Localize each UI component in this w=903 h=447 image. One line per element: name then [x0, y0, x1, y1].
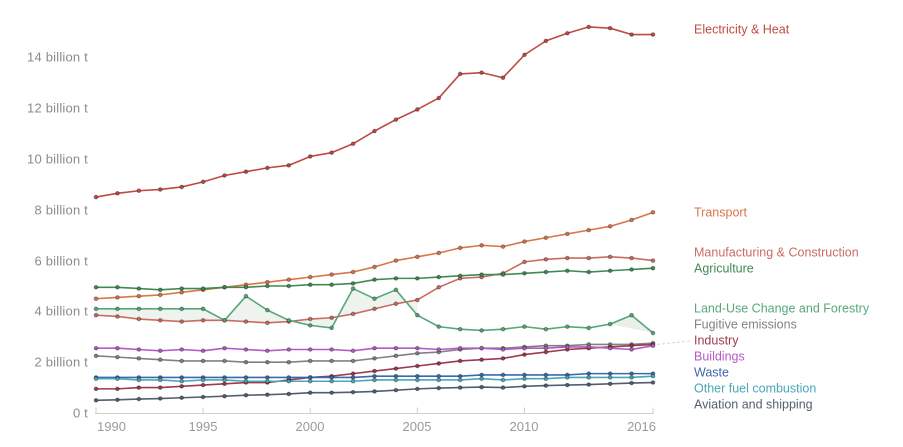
x-axis-tick-label: 1990: [97, 419, 126, 434]
x-axis-tick-label: 1995: [188, 419, 218, 434]
legend-item-electricity-heat[interactable]: Electricity & Heat: [694, 22, 790, 37]
legend-item-fugitive-emissions[interactable]: Fugitive emissions: [694, 317, 797, 332]
x-axis-tick-label: 2005: [402, 419, 432, 434]
legend-item-land-use-change-forestry[interactable]: Land-Use Change and Forestry: [694, 301, 870, 316]
legend-item-transport[interactable]: Transport: [694, 205, 748, 220]
y-axis-tick-label: 0 t: [72, 405, 88, 421]
legend-item-industry[interactable]: Industry: [694, 333, 739, 348]
y-axis-tick-label: 12 billion t: [27, 100, 88, 116]
y-axis-tick-label: 14 billion t: [27, 49, 88, 65]
legend-item-buildings[interactable]: Buildings: [694, 349, 745, 364]
y-axis-tick-label: 2 billion t: [34, 354, 88, 370]
y-axis-tick-label: 4 billion t: [34, 303, 88, 319]
x-axis-tick-label: 2010: [509, 419, 539, 434]
y-axis-tick-label: 10 billion t: [27, 151, 88, 167]
y-axis-tick-label: 6 billion t: [34, 253, 88, 269]
x-axis-tick-label: 2016: [627, 419, 656, 434]
legend-item-other-fuel-combustion[interactable]: Other fuel combustion: [694, 381, 817, 396]
legend-item-aviation-shipping[interactable]: Aviation and shipping: [694, 397, 813, 412]
legend-item-waste[interactable]: Waste: [694, 365, 729, 380]
y-axis-tick-label: 8 billion t: [34, 202, 88, 218]
legend-item-agriculture[interactable]: Agriculture: [694, 261, 754, 276]
legend-item-manufacturing-construction[interactable]: Manufacturing & Construction: [694, 245, 859, 260]
x-axis-tick-label: 2000: [295, 419, 325, 434]
